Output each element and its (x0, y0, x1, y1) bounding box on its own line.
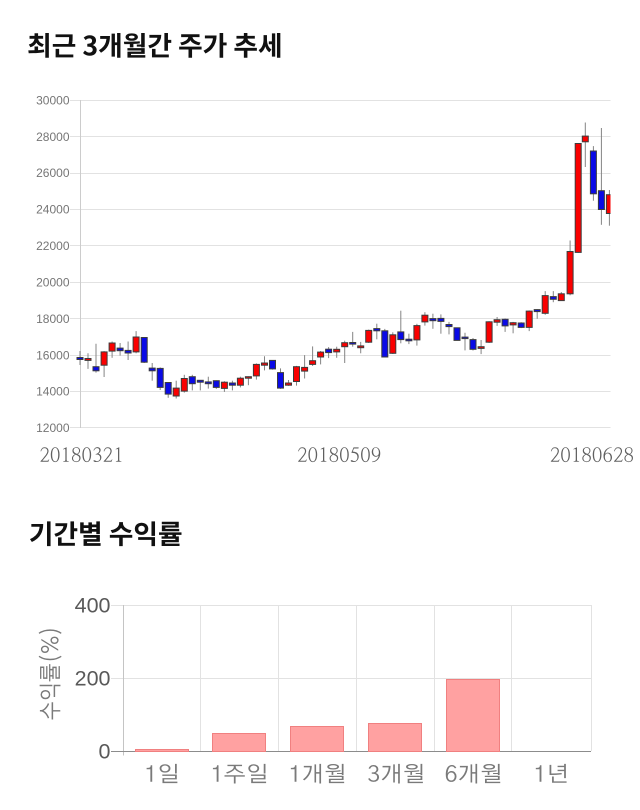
svg-text:14000: 14000 (36, 385, 70, 399)
svg-text:22000: 22000 (36, 239, 70, 253)
svg-text:26000: 26000 (36, 166, 70, 180)
svg-text:12000: 12000 (36, 421, 70, 435)
svg-text:20000: 20000 (36, 275, 70, 289)
svg-text:28000: 28000 (36, 130, 70, 144)
svg-text:16000: 16000 (36, 348, 70, 362)
svg-text:30000: 30000 (36, 93, 70, 107)
svg-text:0: 0 (99, 740, 111, 764)
svg-text:24000: 24000 (36, 203, 70, 217)
svg-text:18000: 18000 (36, 312, 70, 326)
svg-text:200: 200 (75, 667, 111, 691)
svg-text:400: 400 (75, 594, 111, 618)
